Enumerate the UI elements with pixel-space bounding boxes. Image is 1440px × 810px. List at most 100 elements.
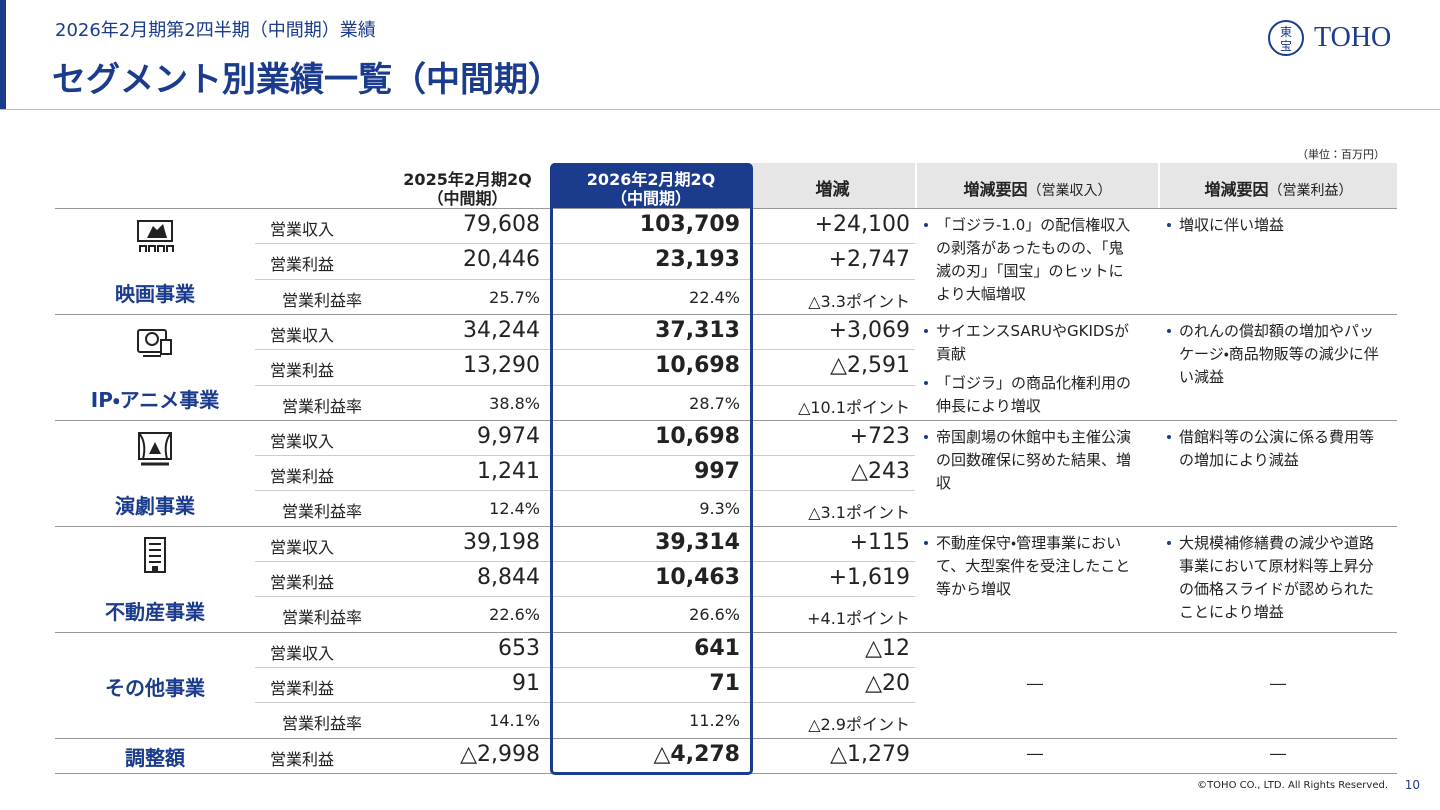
segment-name: その他事業 xyxy=(105,675,205,700)
segment-rule xyxy=(55,208,1397,209)
bullet xyxy=(924,380,928,385)
row-label: 営業収入 xyxy=(270,431,335,451)
factor-dash: ― xyxy=(1027,673,1043,693)
row-label: 営業収入 xyxy=(270,325,335,345)
change-value: △243 xyxy=(851,459,910,485)
segment-rule xyxy=(55,631,1397,633)
prev-value: 34,244 xyxy=(463,317,540,343)
prev-value: 12.4% xyxy=(489,499,540,519)
icon xyxy=(144,536,166,573)
prev-value: 14.1% xyxy=(489,711,540,731)
factor-text: 「ゴジラ」の商品化権利用の伸長により増収 xyxy=(936,373,1132,415)
change-value: +24,100 xyxy=(814,212,910,237)
column-header: （中間期） xyxy=(427,189,508,208)
change-value: +3,069 xyxy=(828,317,910,343)
segment-name: IP・アニメ事業 xyxy=(90,387,220,412)
change-value: +115 xyxy=(849,529,910,555)
column-header: 増減要因（営業収入） xyxy=(915,176,1160,200)
row-rule xyxy=(255,666,915,668)
factor-text: 借館料等の公演に係る費用等の増加により減益 xyxy=(1179,427,1375,469)
bullet xyxy=(1167,540,1171,545)
segment-rule xyxy=(55,737,1397,739)
prev-value: △2,998 xyxy=(460,741,540,767)
prev-value: 13,290 xyxy=(463,353,540,379)
row-label: 営業収入 xyxy=(270,643,335,663)
change-value: △2,591 xyxy=(830,353,910,379)
row-label: 営業利益率 xyxy=(282,396,363,416)
current-value: 9.3% xyxy=(699,499,740,519)
row-rule xyxy=(255,702,915,704)
prev-value: 8,844 xyxy=(477,565,540,590)
change-value: △20 xyxy=(865,670,910,696)
segment-rule xyxy=(55,313,1397,315)
change-value: +4.1ポイント xyxy=(807,609,910,629)
prev-value: 39,198 xyxy=(463,529,540,555)
current-value: 103,709 xyxy=(639,212,740,237)
segment-name: 調整額 xyxy=(125,746,185,771)
row-label: 営業利益率 xyxy=(282,608,363,628)
segment-rule xyxy=(55,525,1397,527)
row-label: 営業利益 xyxy=(270,255,335,275)
icon xyxy=(137,220,174,252)
icon xyxy=(138,431,172,466)
header-sub: （営業収入） xyxy=(1027,183,1112,199)
bullet xyxy=(1167,223,1171,227)
segment-icon xyxy=(135,218,175,256)
row-label: 営業利益 xyxy=(270,573,335,592)
current-value: 26.6% xyxy=(689,605,740,625)
current-column-frame xyxy=(550,163,753,775)
factor-text: 増収に伴い増益 xyxy=(1179,216,1285,234)
column-header: （中間期） xyxy=(610,189,691,208)
prev-value: 653 xyxy=(498,635,540,661)
segment-name: 不動産事業 xyxy=(105,599,205,624)
prev-value: 20,446 xyxy=(463,247,540,273)
row-label: 営業利益率 xyxy=(282,502,363,522)
header-rule xyxy=(0,109,1440,110)
prev-value: 9,974 xyxy=(477,423,540,449)
subtitle: 2026年2月期第2四半期（中間期）業績 xyxy=(55,20,376,41)
row-rule xyxy=(255,561,915,562)
factor-dash: ― xyxy=(1270,744,1286,764)
header-main: 増減要因 xyxy=(1204,180,1269,199)
header-sub: （営業利益） xyxy=(1268,183,1353,199)
header-divider xyxy=(1158,163,1160,208)
row-label: 営業利益率 xyxy=(282,714,363,734)
current-value: 37,313 xyxy=(655,317,740,343)
segment-icon xyxy=(135,536,175,574)
change-value: △1,279 xyxy=(830,741,910,767)
row-rule xyxy=(255,243,915,245)
title: セグメント別業績一覧（中間期） xyxy=(52,60,562,100)
row-rule xyxy=(255,349,915,351)
prev-value: 25.7% xyxy=(489,287,540,307)
bullet xyxy=(924,328,928,333)
row-label: 営業利益 xyxy=(270,361,335,381)
column-header: 増減 xyxy=(815,180,850,200)
current-value: 641 xyxy=(694,635,740,661)
factor-text: 大規模補修繕費の減少や道路事業において原材料等上昇分の価格スライドが認められたこ… xyxy=(1179,533,1375,621)
factor-text: 帝国劇場の休館中も主催公演の回数確保に努めた結果、増収 xyxy=(936,427,1132,492)
factor-text: 不動産保守・管理事業において、大型案件を受注したこと等から増収 xyxy=(936,533,1131,598)
logo-mark: 東宝 xyxy=(1268,20,1304,56)
row-rule xyxy=(255,455,915,457)
prev-value: 22.6% xyxy=(489,605,540,625)
bullet xyxy=(924,223,928,227)
accent-bar xyxy=(0,0,6,110)
change-value: +2,747 xyxy=(828,247,910,273)
change-value: △10.1ポイント xyxy=(798,397,910,417)
icon xyxy=(137,328,172,357)
current-header-bg xyxy=(551,163,751,208)
copyright: ©TOHO CO., LTD. All Rights Reserved. xyxy=(1197,780,1388,791)
change-value: +1,619 xyxy=(828,565,910,590)
current-value: 28.7% xyxy=(689,393,740,413)
segment-icon xyxy=(135,430,175,468)
current-value: △4,278 xyxy=(653,741,740,767)
factor-text: 「ゴジラ-1.0」の配信権収入の剥落があったものの、「鬼滅の刃」「国宝」のヒット… xyxy=(936,216,1131,303)
header-main: 増減要因 xyxy=(963,180,1028,199)
current-value: 71 xyxy=(709,670,740,696)
factor-text: サイエンスSARUやGKIDSが貢献 xyxy=(936,321,1129,363)
unit: （単位：百万円） xyxy=(1297,148,1385,161)
factor-dash: ― xyxy=(1270,673,1286,693)
segment-rule xyxy=(55,419,1397,421)
bullet xyxy=(1167,434,1171,439)
